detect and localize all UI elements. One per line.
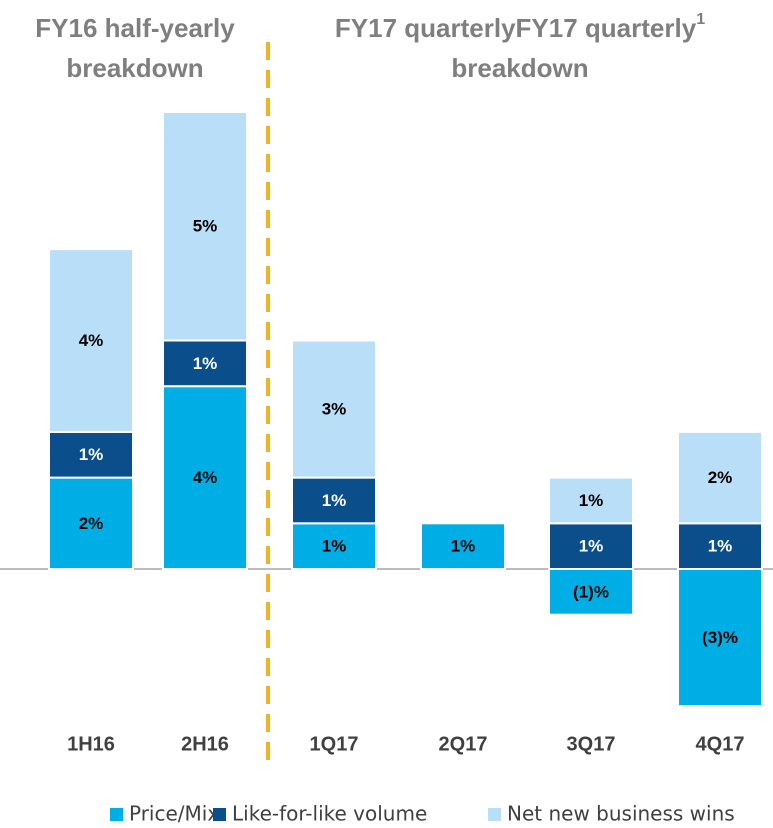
bar-segment — [548, 568, 634, 616]
value-label: 1% — [322, 491, 347, 510]
legend-swatch — [110, 808, 123, 821]
bar-segment — [677, 522, 763, 570]
group-header: breakdown — [451, 53, 588, 83]
value-label: 2% — [79, 514, 104, 533]
bar-segment — [48, 248, 134, 433]
legend-swatch — [213, 808, 226, 821]
bar-segment — [420, 522, 506, 570]
value-label: 1% — [79, 445, 104, 464]
x-tick-label: 2Q17 — [439, 733, 488, 755]
x-tick-label: 4Q17 — [696, 733, 745, 755]
group-header: breakdown — [66, 53, 203, 83]
bar-segment — [162, 385, 248, 571]
value-label: (1)% — [573, 582, 609, 601]
value-label: 4% — [193, 468, 218, 487]
value-label: 1% — [451, 537, 476, 556]
header-text: FY17 quarterly — [516, 13, 697, 43]
value-label: 1% — [708, 537, 733, 556]
value-label: 5% — [193, 217, 218, 236]
bar-segment — [677, 568, 763, 708]
value-label: 1% — [579, 537, 604, 556]
bar-segment — [162, 111, 248, 342]
bar-segment — [291, 339, 377, 479]
bar-segment — [548, 476, 634, 525]
legend-label: Price/Mix — [129, 802, 219, 826]
legend-label: Net new business wins — [507, 802, 735, 826]
x-tick-label: 1H16 — [67, 733, 115, 755]
bar-segment — [548, 522, 634, 570]
value-label: 1% — [193, 354, 218, 373]
legend-swatch — [488, 808, 501, 821]
footnote-marker: 1 — [696, 11, 705, 28]
x-tick-label: 3Q17 — [567, 733, 616, 755]
value-label: 4% — [79, 331, 104, 350]
x-tick-label: 1Q17 — [310, 733, 359, 755]
group-header: FY16 half-yearly — [35, 13, 235, 43]
bar-segment — [677, 430, 763, 525]
bar-segment — [48, 476, 134, 571]
value-label: 2% — [708, 468, 733, 487]
bar-segment — [291, 522, 377, 570]
value-label: 1% — [579, 491, 604, 510]
legend-label: Like-for-like volume — [232, 802, 427, 826]
group-header: FY17 quarterlyFY17 quarterly1 — [335, 11, 705, 43]
value-label: 3% — [322, 400, 347, 419]
value-label: (3)% — [702, 628, 738, 647]
x-tick-label: 2H16 — [181, 733, 229, 755]
value-label: 1% — [322, 537, 347, 556]
bar-segment — [291, 476, 377, 525]
